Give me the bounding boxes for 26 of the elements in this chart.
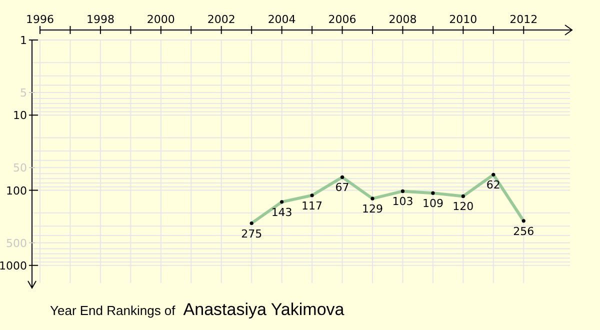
data-label: 143 — [271, 206, 292, 219]
data-label: 67 — [335, 181, 350, 194]
data-label: 117 — [302, 199, 323, 212]
y-tick-label: 1 — [20, 34, 27, 47]
line-series — [250, 172, 526, 226]
x-tick-label: 2004 — [268, 13, 296, 26]
data-label: 103 — [392, 195, 414, 208]
data-label: 256 — [513, 224, 534, 238]
data-label: 275 — [241, 227, 262, 240]
data-label: 109 — [422, 197, 444, 210]
data-label: 120 — [452, 200, 474, 214]
data-label: 129 — [362, 202, 383, 216]
text: Year End Rankings of — [50, 303, 176, 318]
x-tick-label: 2012 — [510, 13, 538, 26]
y-tick-label: 100 — [6, 184, 27, 198]
x-tick-label: 2008 — [388, 13, 417, 26]
x-tick-label: 2000 — [146, 13, 175, 26]
x-tick-label: 2002 — [207, 13, 236, 26]
x-tick-label: 2006 — [328, 13, 356, 26]
x-tick-label: 1996 — [26, 13, 54, 26]
text: Anastasiya Yakimova — [183, 300, 345, 319]
y-tick-label: 1000 — [0, 259, 27, 272]
x-tick-label: 1998 — [86, 13, 114, 26]
data-label: 62 — [486, 178, 500, 192]
x-tick-label: 2010 — [449, 13, 478, 26]
y-tick-label: 10 — [13, 109, 27, 122]
